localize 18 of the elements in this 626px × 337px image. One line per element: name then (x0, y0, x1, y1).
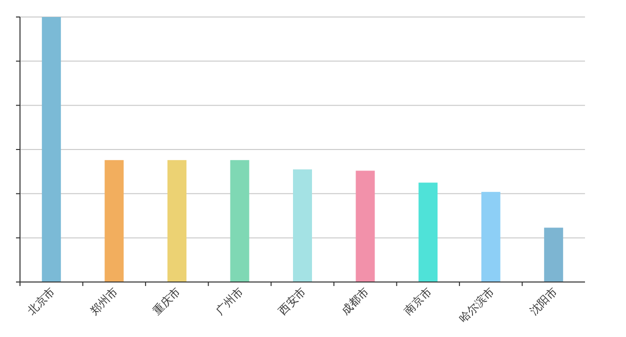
x-tick-label: 广州市 (213, 284, 246, 318)
x-tick-label: 成都市 (338, 284, 372, 318)
x-tick-label: 北京市 (24, 284, 58, 318)
bar (293, 169, 312, 282)
x-tick-label: 南京市 (402, 284, 434, 318)
bar (230, 160, 250, 282)
x-tick-label: 郑州市 (88, 284, 120, 318)
bar (356, 170, 375, 282)
bar (42, 17, 61, 282)
bar (418, 182, 438, 282)
bar (481, 192, 500, 282)
bar (104, 160, 124, 282)
bar (544, 228, 564, 282)
x-tick-label: 哈尔滨市 (456, 284, 497, 326)
x-tick-label: 沈阳市 (527, 284, 560, 318)
x-tick-label: 西安市 (276, 284, 309, 318)
x-tick-label: 重庆市 (150, 284, 184, 318)
bar (167, 160, 186, 282)
